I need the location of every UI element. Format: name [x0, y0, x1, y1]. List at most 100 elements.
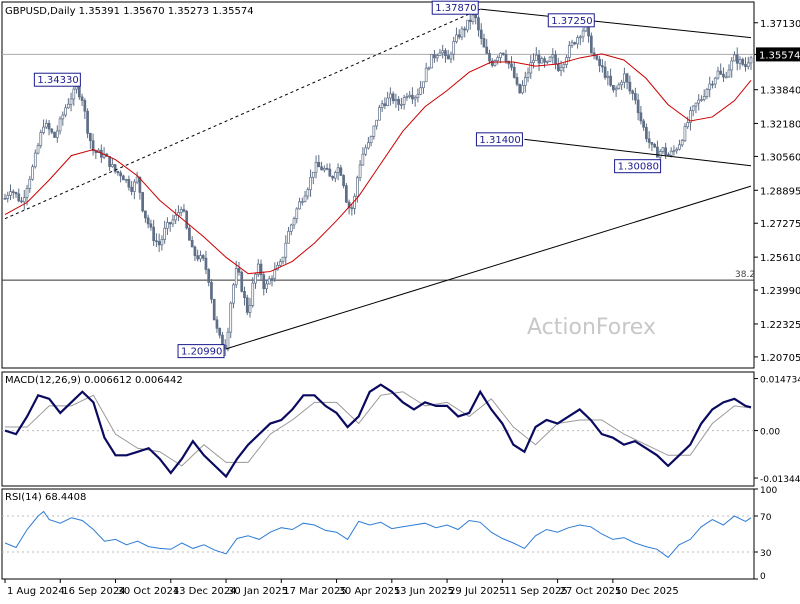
macd-y-label: 0.00: [760, 428, 780, 438]
candle-body: [322, 167, 326, 171]
trendline-1: [225, 185, 752, 350]
candle-body: [713, 77, 717, 85]
candle-body: [419, 87, 423, 95]
candle-body: [435, 55, 439, 59]
candle-body: [75, 86, 78, 90]
candle-body: [281, 256, 285, 262]
candle-body: [193, 246, 197, 257]
candle-body: [455, 34, 458, 42]
candle-body: [430, 54, 434, 69]
candle-body: [353, 195, 356, 209]
candle-body: [573, 42, 577, 45]
candle-body: [570, 42, 574, 46]
candle-body: [700, 99, 703, 101]
candle-body: [537, 54, 541, 64]
candle-body: [554, 54, 557, 65]
candle-body: [196, 255, 200, 260]
candle-body: [488, 52, 491, 62]
candle-body: [551, 54, 555, 58]
candle-body: [609, 75, 612, 86]
candle-body: [468, 19, 472, 23]
candle-body: [518, 83, 522, 94]
candle-body: [278, 261, 282, 266]
candle-body: [333, 172, 337, 179]
candle-body: [589, 35, 593, 54]
candle-body: [344, 185, 348, 203]
candle-body: [515, 77, 519, 85]
candle-body: [625, 73, 629, 83]
candle-body: [28, 178, 32, 189]
candle-body: [300, 201, 304, 203]
candle-body: [358, 164, 362, 179]
candle-body: [567, 45, 571, 58]
price-label-box: [547, 13, 595, 28]
candle-body: [86, 110, 89, 134]
candle-body: [251, 282, 255, 306]
candle-body: [389, 93, 392, 99]
candle-body: [686, 122, 690, 128]
candle-body: [490, 60, 494, 66]
candle-body: [155, 240, 158, 243]
price-label: 1.34330: [37, 75, 78, 86]
candle-body: [342, 175, 345, 187]
candle-body: [270, 277, 274, 280]
x-tick-label: 11 Sep 2025: [504, 586, 567, 597]
candle-body: [691, 105, 695, 111]
candle-body: [11, 191, 15, 193]
candle-body: [702, 96, 706, 100]
candle-body: [369, 136, 373, 143]
candle-body: [653, 144, 657, 148]
candle-body: [658, 151, 662, 158]
candle-body: [534, 54, 538, 61]
candle-body: [510, 63, 513, 68]
candle-body: [675, 148, 679, 152]
candle-body: [697, 99, 701, 104]
candle-body: [463, 28, 467, 31]
candle-body: [163, 227, 167, 240]
candle-body: [416, 93, 420, 98]
candle-body: [628, 81, 632, 92]
candle-body: [408, 94, 412, 97]
candle-body: [523, 77, 527, 86]
candle-body: [601, 65, 604, 68]
candle-body: [9, 191, 12, 196]
macd-y-label: -0.013442: [760, 475, 800, 485]
candle-body: [108, 156, 111, 167]
candle-body: [545, 60, 549, 63]
candle-body: [394, 98, 398, 102]
candle-body: [347, 201, 351, 209]
candle-body: [576, 37, 579, 45]
candle-body: [229, 302, 233, 333]
candle-body: [328, 168, 332, 177]
candle-body: [661, 147, 665, 152]
candle-body: [361, 153, 365, 166]
candle-body: [612, 84, 615, 91]
candle-body: [457, 34, 461, 38]
trendline-3: [524, 138, 752, 167]
candle-body: [543, 58, 546, 63]
candle-body: [31, 166, 34, 180]
candle-body: [367, 142, 370, 149]
candle-body: [446, 55, 450, 60]
candle-body: [350, 207, 354, 210]
candle-body: [58, 118, 62, 132]
price-y-label: 1.28895: [760, 186, 800, 197]
candle-body: [232, 284, 235, 304]
candle-body: [642, 120, 645, 128]
candle-body: [204, 257, 208, 270]
price-y-label: 1.33840: [760, 86, 800, 97]
candle-body: [645, 126, 648, 140]
rsi-y-label: 0: [760, 572, 766, 582]
candle-body: [3, 197, 7, 200]
candle-body: [190, 239, 194, 248]
price-panel-frame: [1, 1, 755, 369]
macd-y-label: 0.014734: [760, 376, 800, 386]
candle-body: [460, 28, 464, 38]
macd-signal-line: [5, 391, 752, 467]
rsi-y-label: 70: [760, 513, 772, 523]
candle-body: [496, 57, 500, 62]
candle-body: [311, 171, 315, 178]
candle-body: [504, 54, 508, 62]
current-price-label: 1.35574: [759, 50, 800, 61]
price-label-box: [431, 0, 479, 15]
